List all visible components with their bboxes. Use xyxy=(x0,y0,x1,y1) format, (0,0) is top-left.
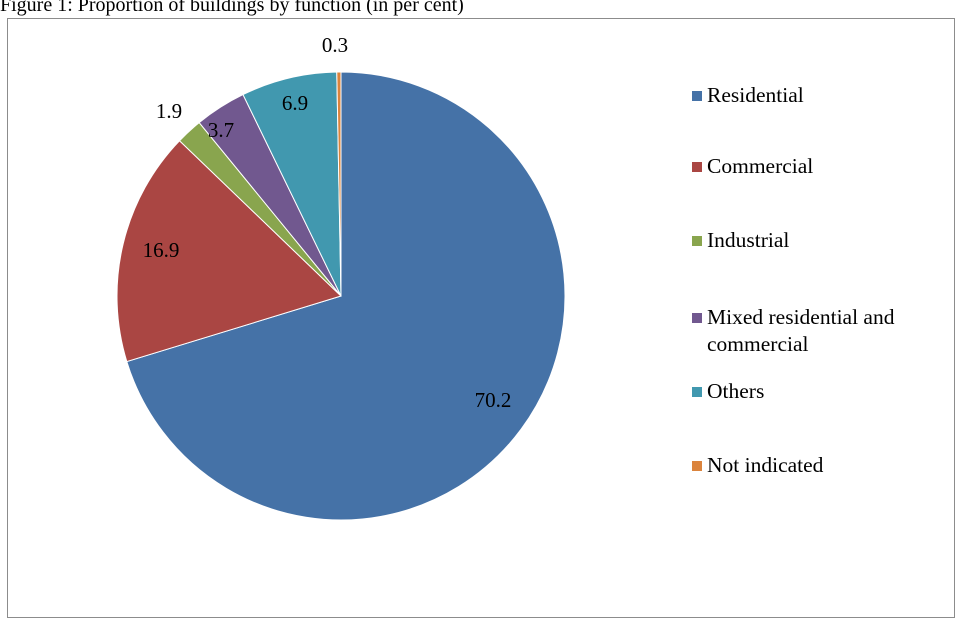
data-label-others: 6.9 xyxy=(282,91,308,115)
data-label-mixed-residential-and-commercial: 3.7 xyxy=(208,118,234,142)
legend-swatch xyxy=(692,387,702,397)
pie-slice-commercial xyxy=(116,140,342,363)
legend-label: Not indicated xyxy=(707,453,824,477)
legend-item-residential: Residential xyxy=(692,82,804,109)
pie-chart: 70.2 16.9 1.9 3.7 6.9 0.3 xyxy=(116,33,566,521)
legend-label: Others xyxy=(707,379,765,403)
legend-item-commercial: Commercial xyxy=(692,153,813,180)
legend-item-others: Others xyxy=(692,378,764,405)
figure-caption: Figure 1: Proportion of buildings by fun… xyxy=(0,0,464,16)
legend-swatch xyxy=(692,236,702,246)
data-label-commercial: 16.9 xyxy=(143,238,180,262)
legend-label: Mixed residential and commercial xyxy=(707,305,895,356)
legend-label: Industrial xyxy=(707,228,790,252)
legend-label: Commercial xyxy=(707,154,814,178)
pie-slice-not-indicated xyxy=(336,71,342,297)
legend-item-not-indicated: Not indicated xyxy=(692,452,823,479)
legend-swatch xyxy=(692,461,702,471)
data-label-industrial: 1.9 xyxy=(156,99,182,123)
data-label-residential: 70.2 xyxy=(475,388,512,412)
legend-item-mixed-residential-and-commercial: Mixed residential and commercial xyxy=(692,304,947,358)
legend-item-industrial: Industrial xyxy=(692,227,789,254)
legend-swatch xyxy=(692,91,702,101)
data-label-not-indicated: 0.3 xyxy=(322,33,348,57)
legend-label: Residential xyxy=(707,83,804,107)
pie-slice-residential xyxy=(126,71,566,521)
legend-swatch xyxy=(692,162,702,172)
legend-swatch xyxy=(692,313,702,323)
